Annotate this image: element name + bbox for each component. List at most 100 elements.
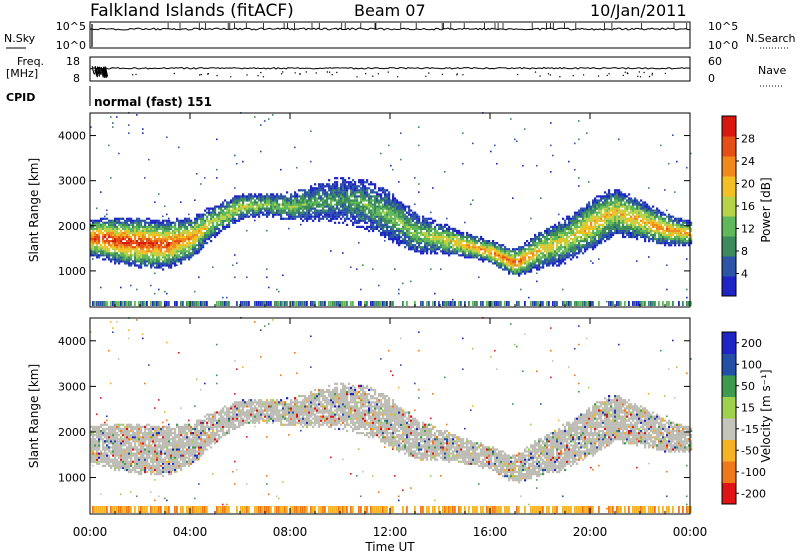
power-cell: [250, 205, 253, 208]
power-cell: [310, 217, 313, 220]
power-cell: [634, 221, 637, 224]
power-cell: [354, 191, 357, 194]
power-cell: [376, 193, 379, 196]
power-cell: [158, 301, 160, 306]
power-cell: [576, 217, 579, 220]
power-cell: [502, 264, 505, 267]
power-cell: [274, 199, 277, 202]
power-cell: [488, 260, 491, 263]
power-cell: [392, 233, 395, 237]
power-cell: [300, 199, 303, 202]
power-cell: [626, 209, 629, 212]
power-cell: [392, 240, 395, 243]
power-cell: [616, 193, 619, 196]
power-cell: [102, 248, 105, 251]
power-cell: [602, 238, 605, 241]
power-cell: [174, 246, 177, 249]
power-cell: [194, 250, 197, 253]
power-cell: [640, 219, 643, 222]
power-cell: [394, 207, 397, 210]
power-cell: [462, 250, 465, 253]
power-cell: [180, 225, 183, 228]
power-cell: [188, 219, 191, 222]
power-cell: [652, 229, 655, 233]
power-cell: [268, 118, 270, 120]
freq-early-mark: [100, 67, 104, 77]
power-cell: [580, 221, 583, 224]
power-cell: [310, 185, 313, 188]
power-cell: [110, 229, 113, 233]
power-cell: [478, 254, 481, 257]
power-cell: [204, 301, 206, 306]
power-cell: [258, 199, 261, 202]
power-cell: [638, 211, 641, 214]
power-cell: [652, 221, 655, 224]
power-cell: [528, 250, 531, 253]
power-cell: [166, 248, 169, 251]
power-cell: [384, 199, 387, 202]
power-cell: [380, 217, 383, 220]
power-cell: [320, 187, 323, 190]
power-cell: [384, 225, 387, 228]
power-cell: [290, 207, 293, 210]
power-cell: [512, 197, 514, 199]
power-cell: [94, 233, 97, 237]
power-cell: [292, 211, 295, 214]
power-cell: [410, 248, 413, 251]
power-cell: [210, 211, 213, 214]
power-cell: [352, 223, 355, 226]
power-cell: [370, 199, 373, 202]
power-cell: [388, 215, 391, 218]
power-cell: [114, 221, 117, 224]
power-cell: [158, 254, 161, 257]
power-cell: [606, 201, 609, 204]
power-cell: [448, 227, 451, 230]
power-cell: [622, 229, 625, 233]
power-cell: [570, 250, 573, 253]
power-cell: [340, 183, 343, 186]
power-cell: [240, 203, 243, 206]
power-cell: [372, 213, 375, 216]
power-cell: [118, 219, 121, 222]
power-cell: [410, 246, 413, 249]
power-cell: [278, 301, 280, 306]
power-cell: [560, 252, 563, 255]
power-cell: [634, 227, 637, 230]
power-cell: [412, 246, 415, 249]
power-cell: [422, 223, 425, 226]
power-cell: [402, 227, 405, 230]
power-cell: [174, 262, 177, 265]
power-cell: [230, 219, 233, 222]
power-cell: [298, 195, 301, 198]
power-cell: [602, 227, 605, 230]
power-cell: [154, 235, 157, 239]
power-cell: [554, 225, 557, 228]
power-cell: [252, 207, 255, 210]
power-cell: [182, 238, 185, 241]
power-cell: [512, 268, 515, 271]
power-cell: [186, 219, 189, 222]
power-cell: [336, 211, 339, 214]
power-cell: [378, 193, 381, 196]
power-cell: [220, 215, 223, 218]
power-cell: [456, 238, 459, 241]
power-cell: [126, 225, 129, 228]
power-cell: [520, 288, 522, 291]
power-cell: [398, 242, 401, 245]
power-cell: [178, 238, 181, 241]
power-cell: [214, 235, 217, 239]
power-cell: [378, 211, 381, 214]
power-cell: [150, 262, 153, 265]
power-cell: [262, 211, 265, 214]
power-cell: [344, 213, 347, 216]
power-cell: [284, 211, 287, 214]
power-cell: [634, 233, 637, 237]
power-cell: [90, 254, 93, 257]
power-cell: [94, 242, 97, 245]
power-cell: [532, 240, 535, 243]
power-cell: [110, 235, 113, 239]
power-cell: [214, 229, 217, 233]
power-cell: [462, 254, 465, 257]
power-cell: [344, 193, 347, 196]
power-cell: [562, 258, 565, 261]
